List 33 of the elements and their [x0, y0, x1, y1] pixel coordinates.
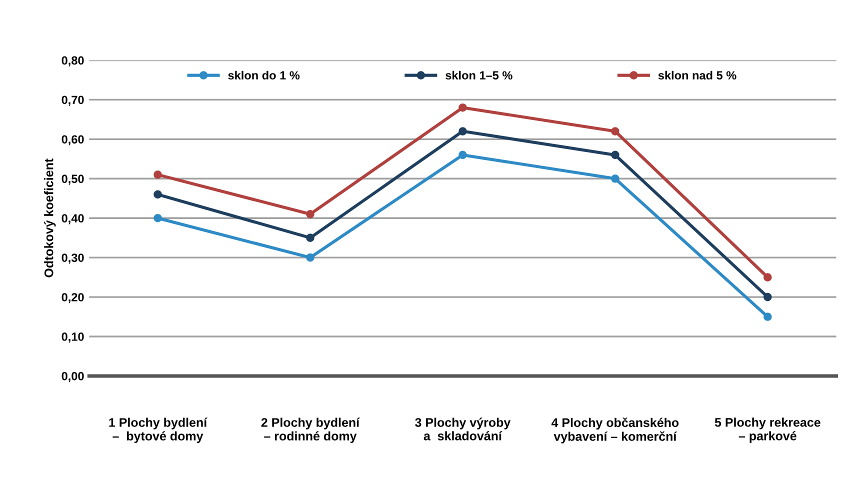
- point: [458, 127, 467, 136]
- point: [763, 273, 772, 282]
- y-tick-label: 0,50: [62, 174, 84, 185]
- point: [611, 150, 620, 160]
- legend-label: sklon do 1 %: [228, 70, 300, 80]
- y-tick-label: 0,70: [62, 96, 84, 106]
- point: [458, 150, 467, 160]
- x-tick-label: 5 Plochy rekreace – parkové: [714, 418, 820, 443]
- y-tick-label: 0,10: [62, 332, 84, 343]
- point: [306, 210, 314, 218]
- point: [763, 292, 772, 302]
- point: [611, 127, 620, 136]
- point: [306, 234, 314, 242]
- x-tick-label: 2 Plochy bydlení – rodinné domy: [261, 418, 360, 443]
- point: [154, 170, 162, 179]
- x-tick-label: 3 Plochy výroby a skladování: [415, 418, 511, 440]
- y-tick-label: 0,00: [62, 372, 84, 382]
- point: [763, 312, 772, 321]
- point: [154, 190, 162, 199]
- x-tick-label: 1 Plochy bydlení – bytové domy: [109, 418, 208, 443]
- y-tick-label: 0,80: [62, 56, 84, 66]
- y-tick-label: 0,20: [62, 293, 84, 304]
- legend-label: sklon nad 5 %: [658, 70, 736, 80]
- y-tick-label: 0,40: [62, 214, 84, 224]
- x-tick-label: 4 Plochy občanského vybavení – komerční: [551, 418, 679, 444]
- point: [306, 253, 314, 262]
- y-axis-title: Odtokový koeficient: [44, 158, 56, 278]
- legend-label: sklon 1–5 %: [446, 70, 512, 80]
- y-tick-label: 0,60: [62, 135, 84, 146]
- point: [611, 174, 620, 183]
- y-tick-label: 0,30: [62, 254, 84, 264]
- point: [154, 214, 162, 222]
- point: [458, 103, 467, 112]
